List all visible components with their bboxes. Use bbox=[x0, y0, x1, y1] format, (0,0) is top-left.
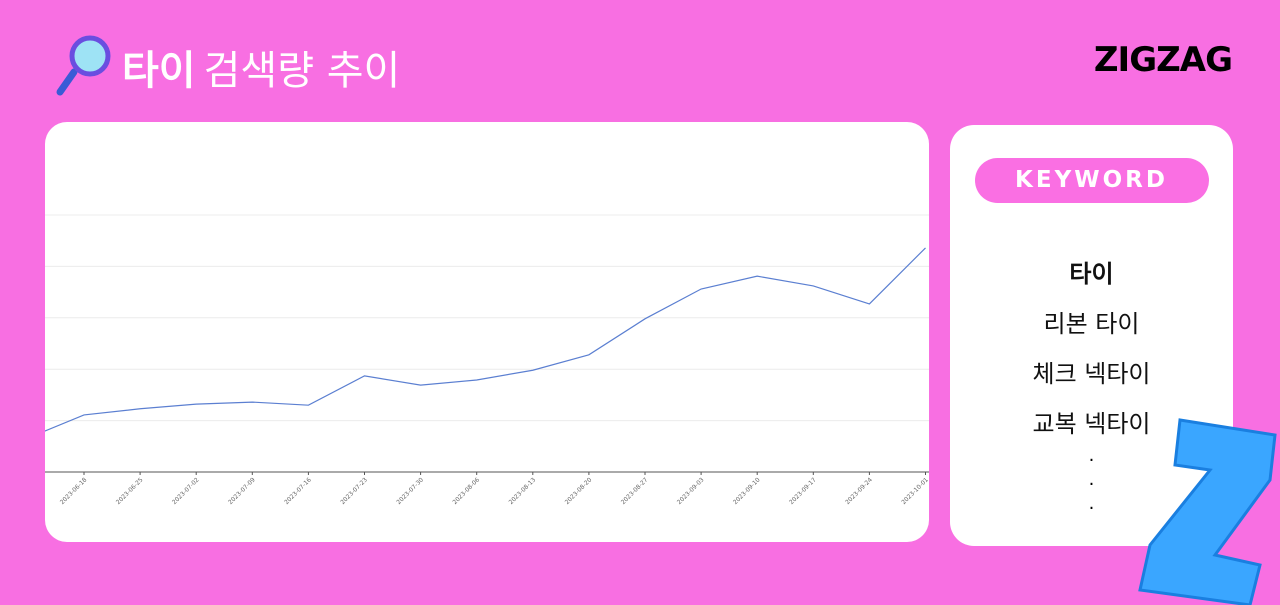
keyword-heading: KEYWORD bbox=[974, 158, 1209, 203]
keyword-item: 교복 넥타이 bbox=[1032, 410, 1151, 438]
more-dots: · · · bbox=[1088, 450, 1095, 519]
x-tick-label: 2023-09-24 bbox=[844, 476, 874, 506]
x-tick-label: 2023-06-25 bbox=[115, 476, 145, 506]
x-tick-label: 2023-07-16 bbox=[283, 476, 313, 506]
x-tick-label: 2023-09-03 bbox=[676, 476, 706, 506]
keyword-item: 체크 넥타이 bbox=[1032, 360, 1151, 388]
x-tick-label: 2023-09-10 bbox=[732, 476, 762, 506]
x-tick-label: 2023-07-30 bbox=[395, 476, 425, 506]
title-text: 검색량 추이 bbox=[203, 48, 401, 94]
x-tick-label: 2023-08-27 bbox=[620, 476, 650, 506]
chart-card: 2023-06-18 2023-06-25 2023-07-02 2023-07-09… bbox=[45, 122, 929, 542]
title: 타이 검색량 추이 bbox=[122, 38, 400, 96]
keyword-item: 리본 타이 bbox=[1043, 310, 1140, 338]
line-series bbox=[45, 247, 926, 432]
x-tick-label: 2023-10-01 bbox=[900, 476, 929, 506]
magnifier-icon bbox=[56, 35, 111, 96]
chart: 2023-06-18 2023-06-25 2023-07-02 2023-07-09… bbox=[45, 214, 929, 506]
keyword-item: 타이 bbox=[1069, 260, 1114, 288]
x-tick-label: 2023-07-02 bbox=[171, 476, 201, 506]
keyword: 타이 bbox=[122, 48, 196, 94]
x-tick-label: 2023-07-09 bbox=[227, 476, 257, 506]
x-tick-label: 2023-08-20 bbox=[564, 476, 594, 506]
x-tick-label: 2023-06-18 bbox=[59, 476, 89, 506]
x-tick-label: 2023-07-23 bbox=[339, 476, 369, 506]
logo: ZIGZAG bbox=[1093, 40, 1233, 80]
x-tick-label: 2023-08-06 bbox=[452, 476, 482, 506]
x-tick-label: 2023-09-17 bbox=[788, 476, 818, 506]
x-tick-label: 2023-08-13 bbox=[508, 476, 538, 506]
z-decoration bbox=[1138, 418, 1277, 605]
